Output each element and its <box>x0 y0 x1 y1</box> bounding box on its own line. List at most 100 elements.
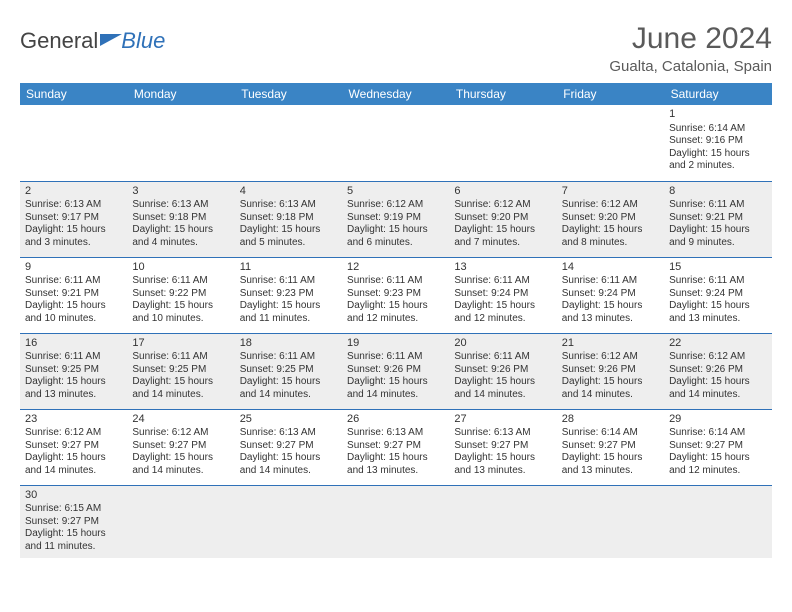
col-monday: Monday <box>127 83 234 105</box>
daylight-text: Daylight: 15 hours and 13 minutes. <box>562 452 659 477</box>
day-number: 8 <box>669 185 766 199</box>
sunset-text: Sunset: 9:18 PM <box>240 212 337 225</box>
brand-triangle-icon <box>100 34 122 46</box>
calendar-week: 9Sunrise: 6:11 AMSunset: 9:21 PMDaylight… <box>20 257 772 333</box>
daylight-text: Daylight: 15 hours and 13 minutes. <box>669 300 766 325</box>
day-number: 27 <box>454 413 551 427</box>
day-number: 2 <box>25 185 122 199</box>
daylight-text: Daylight: 15 hours and 14 minutes. <box>240 376 337 401</box>
day-number: 20 <box>454 337 551 351</box>
day-number: 19 <box>347 337 444 351</box>
col-saturday: Saturday <box>664 83 771 105</box>
col-thursday: Thursday <box>449 83 556 105</box>
day-number: 18 <box>240 337 337 351</box>
calendar-cell: 11Sunrise: 6:11 AMSunset: 9:23 PMDayligh… <box>235 257 342 333</box>
sunrise-text: Sunrise: 6:11 AM <box>454 351 551 364</box>
calendar-cell: 18Sunrise: 6:11 AMSunset: 9:25 PMDayligh… <box>235 333 342 409</box>
sunset-text: Sunset: 9:22 PM <box>132 288 229 301</box>
col-tuesday: Tuesday <box>235 83 342 105</box>
sunrise-text: Sunrise: 6:11 AM <box>132 351 229 364</box>
calendar-week: 23Sunrise: 6:12 AMSunset: 9:27 PMDayligh… <box>20 409 772 485</box>
sunset-text: Sunset: 9:25 PM <box>240 364 337 377</box>
sunset-text: Sunset: 9:20 PM <box>454 212 551 225</box>
sunrise-text: Sunrise: 6:13 AM <box>454 427 551 440</box>
daylight-text: Daylight: 15 hours and 14 minutes. <box>454 376 551 401</box>
page-title: June 2024 <box>609 22 772 56</box>
sunrise-text: Sunrise: 6:13 AM <box>240 427 337 440</box>
calendar-cell: 6Sunrise: 6:12 AMSunset: 9:20 PMDaylight… <box>449 181 556 257</box>
day-number: 14 <box>562 261 659 275</box>
header: General Blue June 2024 Gualta, Catalonia… <box>20 22 772 75</box>
sunrise-text: Sunrise: 6:11 AM <box>347 275 444 288</box>
calendar-cell <box>235 105 342 181</box>
calendar-page: General Blue June 2024 Gualta, Catalonia… <box>0 0 792 558</box>
sunrise-text: Sunrise: 6:12 AM <box>132 427 229 440</box>
calendar-cell: 23Sunrise: 6:12 AMSunset: 9:27 PMDayligh… <box>20 409 127 485</box>
sunrise-text: Sunrise: 6:14 AM <box>669 123 766 136</box>
sunset-text: Sunset: 9:21 PM <box>25 288 122 301</box>
calendar-cell <box>127 105 234 181</box>
calendar-cell: 4Sunrise: 6:13 AMSunset: 9:18 PMDaylight… <box>235 181 342 257</box>
calendar-cell: 1Sunrise: 6:14 AMSunset: 9:16 PMDaylight… <box>664 105 771 181</box>
daylight-text: Daylight: 15 hours and 14 minutes. <box>240 452 337 477</box>
calendar-table: Sunday Monday Tuesday Wednesday Thursday… <box>20 83 772 558</box>
daylight-text: Daylight: 15 hours and 14 minutes. <box>25 452 122 477</box>
calendar-cell: 24Sunrise: 6:12 AMSunset: 9:27 PMDayligh… <box>127 409 234 485</box>
calendar-cell <box>449 485 556 558</box>
day-number: 30 <box>25 489 122 503</box>
day-number: 23 <box>25 413 122 427</box>
calendar-cell: 13Sunrise: 6:11 AMSunset: 9:24 PMDayligh… <box>449 257 556 333</box>
sunrise-text: Sunrise: 6:14 AM <box>669 427 766 440</box>
calendar-header-row: Sunday Monday Tuesday Wednesday Thursday… <box>20 83 772 105</box>
daylight-text: Daylight: 15 hours and 8 minutes. <box>562 224 659 249</box>
sunrise-text: Sunrise: 6:11 AM <box>454 275 551 288</box>
day-number: 29 <box>669 413 766 427</box>
day-number: 6 <box>454 185 551 199</box>
sunrise-text: Sunrise: 6:12 AM <box>454 199 551 212</box>
day-number: 11 <box>240 261 337 275</box>
day-number: 1 <box>669 108 766 122</box>
sunrise-text: Sunrise: 6:12 AM <box>347 199 444 212</box>
sunrise-text: Sunrise: 6:11 AM <box>562 275 659 288</box>
calendar-cell <box>342 485 449 558</box>
sunset-text: Sunset: 9:27 PM <box>562 440 659 453</box>
calendar-cell: 5Sunrise: 6:12 AMSunset: 9:19 PMDaylight… <box>342 181 449 257</box>
sunset-text: Sunset: 9:20 PM <box>562 212 659 225</box>
daylight-text: Daylight: 15 hours and 5 minutes. <box>240 224 337 249</box>
sunrise-text: Sunrise: 6:12 AM <box>25 427 122 440</box>
calendar-cell: 20Sunrise: 6:11 AMSunset: 9:26 PMDayligh… <box>449 333 556 409</box>
sunrise-text: Sunrise: 6:14 AM <box>562 427 659 440</box>
daylight-text: Daylight: 15 hours and 14 minutes. <box>132 452 229 477</box>
calendar-cell <box>557 485 664 558</box>
daylight-text: Daylight: 15 hours and 11 minutes. <box>25 528 122 553</box>
sunset-text: Sunset: 9:26 PM <box>454 364 551 377</box>
sunrise-text: Sunrise: 6:11 AM <box>25 351 122 364</box>
sunset-text: Sunset: 9:27 PM <box>240 440 337 453</box>
sunrise-text: Sunrise: 6:11 AM <box>669 199 766 212</box>
calendar-cell <box>342 105 449 181</box>
daylight-text: Daylight: 15 hours and 12 minutes. <box>454 300 551 325</box>
title-block: June 2024 Gualta, Catalonia, Spain <box>609 22 772 75</box>
sunrise-text: Sunrise: 6:13 AM <box>347 427 444 440</box>
calendar-cell: 15Sunrise: 6:11 AMSunset: 9:24 PMDayligh… <box>664 257 771 333</box>
sunset-text: Sunset: 9:27 PM <box>454 440 551 453</box>
sunset-text: Sunset: 9:17 PM <box>25 212 122 225</box>
day-number: 28 <box>562 413 659 427</box>
day-number: 24 <box>132 413 229 427</box>
day-number: 16 <box>25 337 122 351</box>
day-number: 26 <box>347 413 444 427</box>
calendar-cell: 14Sunrise: 6:11 AMSunset: 9:24 PMDayligh… <box>557 257 664 333</box>
sunrise-text: Sunrise: 6:15 AM <box>25 503 122 516</box>
day-number: 3 <box>132 185 229 199</box>
day-number: 4 <box>240 185 337 199</box>
calendar-cell <box>664 485 771 558</box>
daylight-text: Daylight: 15 hours and 14 minutes. <box>347 376 444 401</box>
calendar-cell: 28Sunrise: 6:14 AMSunset: 9:27 PMDayligh… <box>557 409 664 485</box>
calendar-cell: 8Sunrise: 6:11 AMSunset: 9:21 PMDaylight… <box>664 181 771 257</box>
calendar-cell: 19Sunrise: 6:11 AMSunset: 9:26 PMDayligh… <box>342 333 449 409</box>
daylight-text: Daylight: 15 hours and 10 minutes. <box>132 300 229 325</box>
calendar-cell: 29Sunrise: 6:14 AMSunset: 9:27 PMDayligh… <box>664 409 771 485</box>
daylight-text: Daylight: 15 hours and 4 minutes. <box>132 224 229 249</box>
col-wednesday: Wednesday <box>342 83 449 105</box>
daylight-text: Daylight: 15 hours and 13 minutes. <box>25 376 122 401</box>
